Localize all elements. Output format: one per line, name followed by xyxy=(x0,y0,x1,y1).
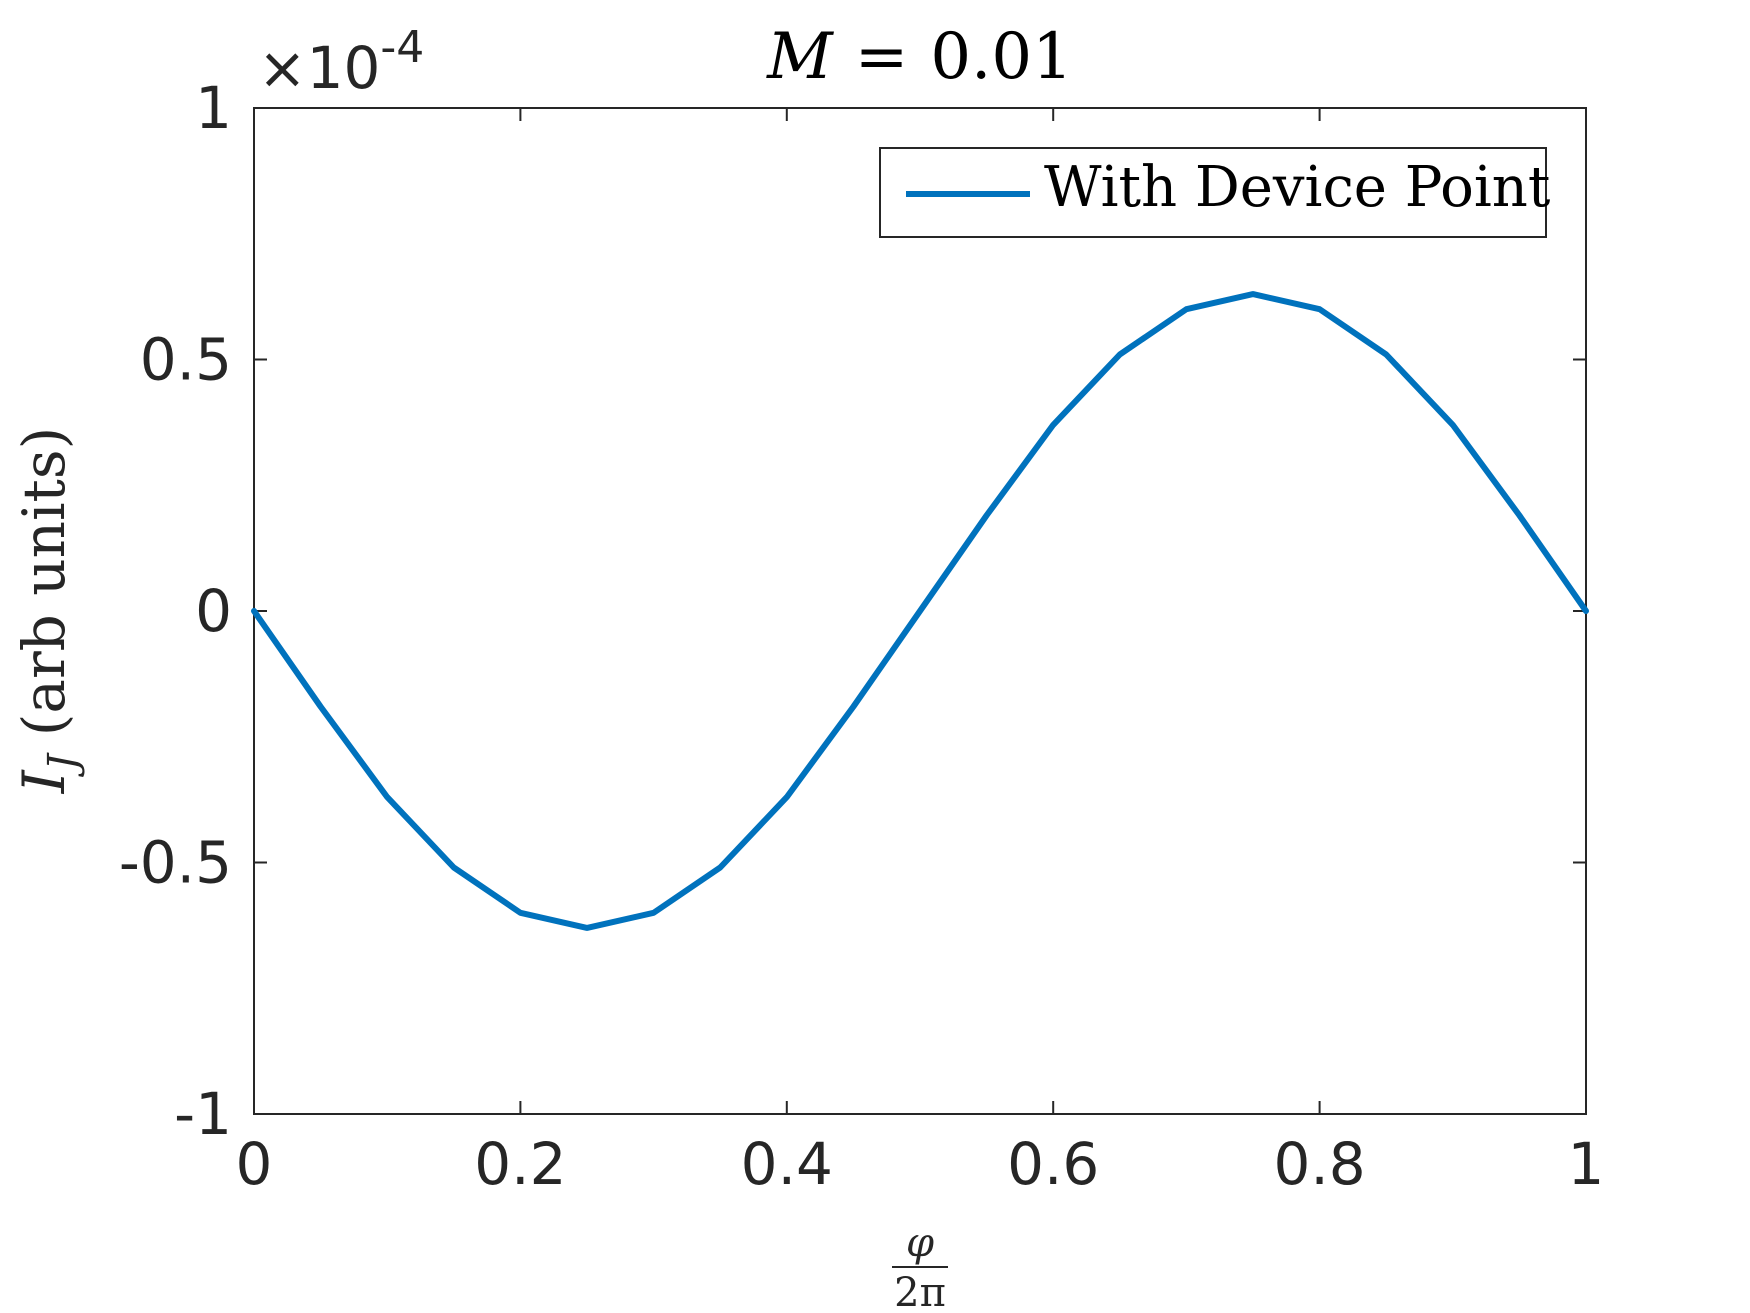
title-equals: = xyxy=(855,20,909,94)
x-label-denominator: 2π xyxy=(894,1270,946,1313)
x-tick-label: 0.8 xyxy=(1273,1130,1365,1198)
x-tick-label: 0.6 xyxy=(1007,1130,1099,1198)
x-tick-label: 0.2 xyxy=(474,1130,566,1198)
y-tick-label: 0 xyxy=(195,577,232,645)
y-tick-label: -0.5 xyxy=(119,829,232,897)
x-tick-label: 0 xyxy=(236,1130,273,1198)
y-exponent-prefix: ×10 xyxy=(258,34,380,102)
x-tick-labels: 0 0.2 0.4 0.6 0.8 1 xyxy=(236,1130,1605,1198)
y-tick-label: 1 xyxy=(195,74,232,142)
y-tick-label: 0.5 xyxy=(140,326,232,394)
legend-label: With Device Point xyxy=(1044,155,1551,220)
series-vertices xyxy=(253,294,1587,928)
title-value: 0.01 xyxy=(930,20,1073,94)
y-label-variable: I xyxy=(10,769,78,794)
x-axis-label: φ 2π xyxy=(892,1220,948,1313)
y-exponent-label: ×10-4 xyxy=(258,22,424,102)
title-variable: M xyxy=(766,20,834,94)
x-label-numerator: φ xyxy=(906,1220,934,1266)
legend: With Device Point xyxy=(879,147,1551,238)
y-axis-label: IJ(arb units) xyxy=(10,427,86,794)
y-exponent-power: -4 xyxy=(380,22,424,73)
y-label-units: (arb units) xyxy=(10,427,78,736)
chart-title: M = 0.01 xyxy=(766,20,1073,94)
y-tick-label: -1 xyxy=(174,1080,232,1148)
x-tick-label: 1 xyxy=(1568,1130,1605,1198)
x-tick-label: 0.4 xyxy=(741,1130,833,1198)
y-tick-labels: -1 -0.5 0 0.5 1 xyxy=(119,74,232,1148)
